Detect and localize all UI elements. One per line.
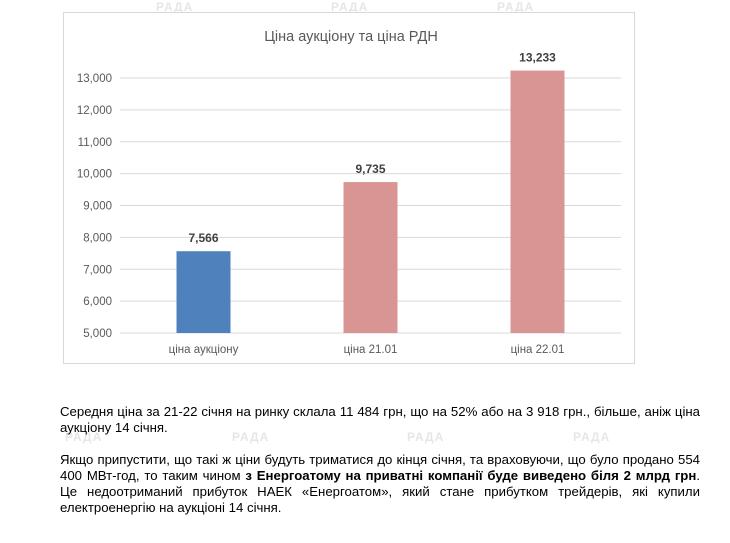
y-tick-label: 7,000	[83, 264, 112, 276]
watermark: РАДА	[65, 430, 103, 444]
y-tick-label: 5,000	[83, 328, 112, 340]
watermark: РАДА	[407, 430, 445, 444]
data-label: 13,233	[519, 51, 556, 65]
paragraph-average-price: Середня ціна за 21-22 січня на ринку скл…	[60, 404, 700, 435]
bar	[343, 182, 398, 333]
paragraph-estimate-end: . Це недоотриманий прибуток НАЕК «Енерго…	[60, 468, 700, 515]
paragraph-estimate-start: Якщо припустити, що такі ж ціни будуть т…	[60, 452, 700, 483]
y-tick-label: 12,000	[77, 105, 112, 117]
x-axis: ціна аукціону ціна 21.01 ціна 22.01	[169, 344, 565, 356]
x-tick-label: ціна 22.01	[511, 344, 565, 356]
watermark: РАДА	[156, 0, 194, 14]
watermark: РАДА	[573, 430, 611, 444]
paragraph-estimate: Якщо припустити, що такі ж ціни будуть т…	[60, 452, 700, 516]
y-tick-label: 8,000	[83, 232, 112, 244]
bar-chart: Ціна аукціону та ціна РДН 5,000 6,000 7,00…	[77, 29, 621, 356]
y-tick-label: 11,000	[78, 137, 112, 149]
bar	[510, 70, 565, 333]
data-label: 9,735	[355, 162, 385, 176]
bars: 7,566 9,735 13,233	[176, 51, 565, 333]
y-tick-label: 6,000	[83, 296, 112, 308]
paragraph-estimate-bold: з Енергоатому на приватні компанії буде …	[245, 468, 697, 483]
x-tick-label: ціна аукціону	[169, 344, 239, 356]
x-tick-label: ціна 21.01	[344, 344, 398, 356]
watermark: РАДА	[232, 430, 270, 444]
watermark: РАДА	[331, 0, 369, 14]
y-tick-label: 13,000	[77, 73, 112, 85]
chart-title: Ціна аукціону та ціна РДН	[264, 29, 438, 45]
data-label: 7,566	[188, 231, 218, 245]
y-tick-label: 9,000	[83, 201, 112, 213]
y-axis: 5,000 6,000 7,000 8,000 9,000 10,000 11,000 12,…	[77, 73, 112, 340]
watermark: РАДА	[497, 0, 535, 14]
y-tick-label: 10,000	[77, 169, 112, 181]
bar	[176, 251, 231, 333]
chart-frame: Ціна аукціону та ціна РДН 5,000 6,000 7,00…	[63, 12, 635, 364]
